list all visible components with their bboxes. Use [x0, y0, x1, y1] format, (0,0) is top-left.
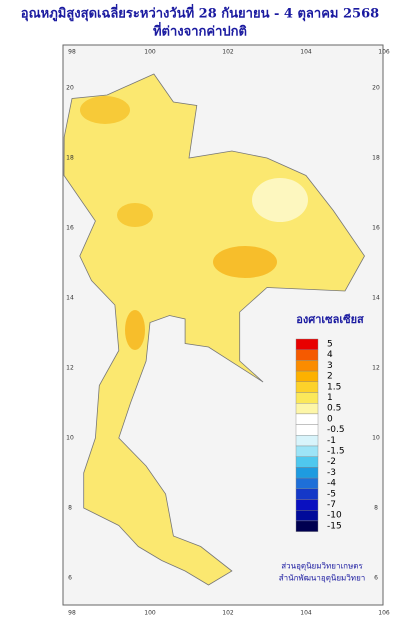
- legend-swatch: [295, 488, 319, 500]
- legend-label: -15: [327, 521, 342, 531]
- legend-swatch: [295, 381, 319, 393]
- lat-tick-label: 6: [68, 575, 72, 582]
- legend-swatch: [295, 424, 319, 436]
- lat-tick-label: 16: [372, 225, 380, 232]
- legend-label: -4: [327, 479, 336, 489]
- legend-label: 1: [327, 393, 333, 403]
- legend-swatch: [295, 360, 319, 372]
- legend-swatch: [295, 392, 319, 404]
- legend-label: -7: [327, 500, 336, 510]
- lat-tick-label: 8: [68, 505, 72, 512]
- credit-line2: สำนักพัฒนาอุตุนิยมวิทยา: [279, 574, 366, 583]
- lon-tick-label: 100: [144, 610, 156, 617]
- warm-area: [213, 246, 277, 278]
- lat-tick-label: 14: [372, 295, 380, 302]
- lon-tick-label: 102: [222, 49, 234, 56]
- warm-area: [117, 203, 153, 227]
- legend-swatch: [295, 435, 319, 447]
- legend-label: 3: [327, 361, 333, 371]
- lat-tick-label: 20: [66, 85, 74, 92]
- warm-area: [125, 310, 145, 350]
- lon-tick-label: 100: [144, 49, 156, 56]
- legend-label: -0.5: [327, 425, 345, 435]
- legend-label: 4: [327, 350, 333, 360]
- legend-label: -5: [327, 489, 336, 499]
- lat-tick-label: 6: [374, 575, 378, 582]
- legend-label: -2: [327, 457, 336, 467]
- legend-swatch: [295, 413, 319, 425]
- lat-tick-label: 8: [374, 505, 378, 512]
- warm-area: [80, 96, 130, 124]
- lon-tick-label: 106: [378, 49, 390, 56]
- legend-label: 5: [327, 340, 333, 350]
- legend-swatch: [295, 456, 319, 468]
- cool-area: [252, 178, 308, 222]
- lat-tick-label: 20: [372, 85, 380, 92]
- legend-label: -1.5: [327, 447, 345, 457]
- legend-label: 1.5: [327, 382, 341, 392]
- lon-tick-label: 98: [68, 49, 76, 56]
- legend-swatch: [295, 349, 319, 361]
- legend-swatch: [295, 510, 319, 522]
- lon-tick-label: 102: [222, 610, 234, 617]
- legend-label: -3: [327, 468, 336, 478]
- lon-tick-label: 98: [68, 610, 76, 617]
- lon-tick-label: 104: [300, 49, 312, 56]
- lat-tick-label: 12: [372, 365, 380, 372]
- lon-tick-label: 106: [378, 610, 390, 617]
- legend-swatch: [295, 467, 319, 479]
- legend-label: 0: [327, 414, 333, 424]
- legend-label: 2: [327, 372, 333, 382]
- legend-label: 0.5: [327, 404, 341, 414]
- lat-tick-label: 14: [66, 295, 74, 302]
- lat-tick-label: 16: [66, 225, 74, 232]
- lat-tick-label: 12: [66, 365, 74, 372]
- legend-swatch: [295, 520, 319, 532]
- legend-swatch: [295, 403, 319, 415]
- legend-label: -10: [327, 511, 342, 521]
- title-line1: อุณหภูมิสูงสุดเฉลี่ยระหว่างวันที่ 28 กัน…: [21, 4, 379, 22]
- credit-line1: ส่วนอุตุนิยมวิทยาเกษตร: [281, 562, 363, 571]
- title-line2: ที่ต่างจากค่าปกติ: [153, 22, 247, 40]
- lat-tick-label: 18: [372, 155, 380, 162]
- legend-swatch: [295, 338, 319, 350]
- lat-tick-label: 10: [372, 435, 380, 442]
- legend-title: องศาเซลเซียส: [296, 313, 364, 326]
- legend-label: -1: [327, 436, 336, 446]
- legend-swatch: [295, 499, 319, 511]
- legend-swatch: [295, 370, 319, 383]
- lat-tick-label: 10: [66, 435, 74, 442]
- lon-tick-label: 104: [300, 610, 312, 617]
- lat-tick-label: 18: [66, 155, 74, 162]
- legend-swatch: [295, 445, 319, 457]
- legend-swatch: [295, 477, 319, 490]
